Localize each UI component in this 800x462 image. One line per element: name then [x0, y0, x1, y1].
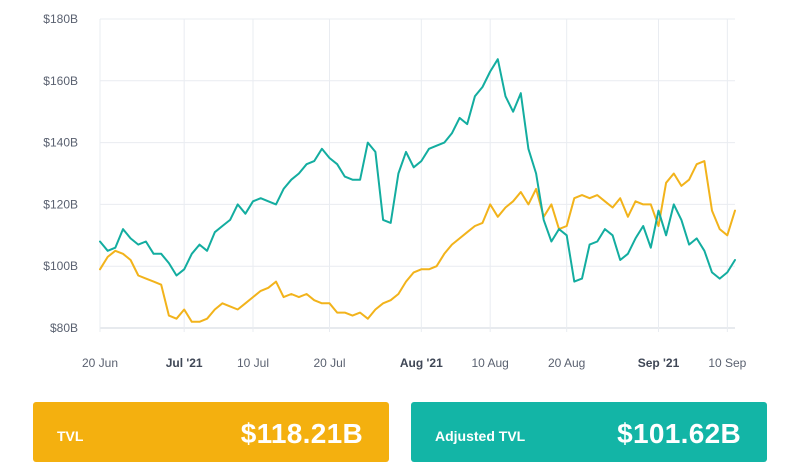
x-tick-label: 20 Jun	[82, 356, 118, 370]
tvl-card-label: TVL	[57, 428, 84, 444]
y-tick-label: $100B	[43, 259, 78, 273]
x-axis-ticks: 20 Jun Jul '21 10 Jul 20 Jul Aug '21 10 Aug 20…	[82, 356, 747, 370]
x-tick-label: Sep '21	[638, 356, 680, 370]
tvl-card-value: $118.21B	[240, 418, 363, 449]
y-axis-ticks: $80B $100B $120B $140B $160B $180B	[43, 12, 78, 335]
y-tick-label: $160B	[43, 74, 78, 88]
chart-grid	[99, 18, 735, 332]
x-tick-label: Jul '21	[166, 356, 203, 370]
x-tick-label: 20 Aug	[548, 356, 585, 370]
chart-series	[99, 58, 736, 323]
tvl-line-chart: $80B $100B $120B $140B $160B $180B 20 Jun Jul …	[43, 12, 747, 370]
x-tick-label: 10 Jul	[237, 356, 269, 370]
tvl-series-line	[99, 160, 736, 323]
tvl-summary-card[interactable]: TVL $118.21B	[33, 402, 389, 462]
y-tick-label: $180B	[43, 12, 78, 26]
x-tick-label: 10 Sep	[708, 356, 746, 370]
x-tick-label: 10 Aug	[471, 356, 508, 370]
adjusted-tvl-card-value: $101.62B	[617, 418, 741, 449]
y-tick-label: $80B	[50, 321, 78, 335]
adjusted-series-line	[99, 58, 736, 283]
adjusted-tvl-summary-card[interactable]: Adjusted TVL $101.62B	[411, 402, 767, 462]
x-tick-label: 20 Jul	[314, 356, 346, 370]
x-tick-label: Aug '21	[400, 356, 443, 370]
y-tick-label: $140B	[43, 136, 78, 150]
y-tick-label: $120B	[43, 197, 78, 211]
adjusted-tvl-card-label: Adjusted TVL	[435, 428, 526, 444]
